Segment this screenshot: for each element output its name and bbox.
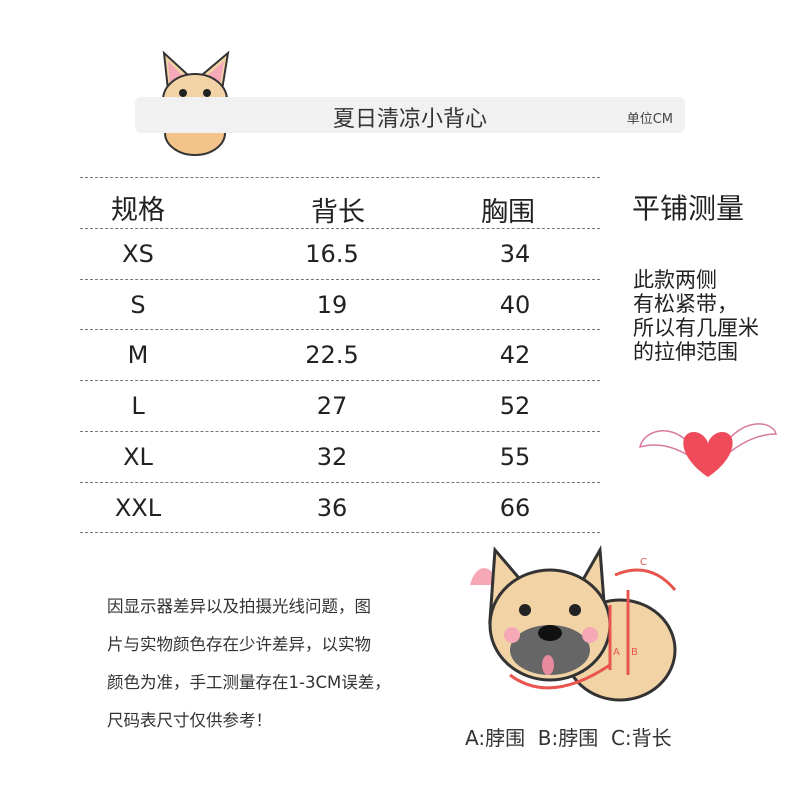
- size-cell: XXL: [114, 493, 162, 522]
- back-length-cell: 19: [316, 290, 348, 319]
- divider: [80, 380, 600, 382]
- disclaimer: 因显示器差异以及拍摄光线问题，图 片与实物颜色存在少许差异，以实物 颜色为准，手…: [107, 588, 437, 740]
- size-cell: XS: [122, 240, 154, 268]
- size-cell: XL: [123, 442, 153, 471]
- disclaimer-line: 片与实物颜色存在少许差异，以实物: [107, 635, 371, 654]
- chest-cell: 34: [499, 240, 531, 268]
- chest-cell: 66: [499, 493, 531, 522]
- note-line: 所以有几厘米: [633, 316, 759, 340]
- disclaimer-line: 颜色为准，手工测量存在1-3CM误差，: [107, 673, 391, 692]
- chest-cell: 55: [499, 442, 531, 471]
- column-header: 胸围: [481, 197, 535, 228]
- diagram-caption: A:脖围 B:脖围 C:背长: [465, 726, 672, 750]
- back-length-cell: 27: [316, 392, 348, 421]
- measurement-diagram: A B C: [470, 545, 677, 702]
- page-title: 夏日清凉小背心: [332, 107, 487, 132]
- size-cell: S: [130, 290, 146, 319]
- back-length-cell: 16.5: [305, 240, 359, 268]
- note-line: 的拉伸范围: [633, 340, 738, 364]
- divider: [80, 430, 600, 432]
- column-header: 背长: [311, 197, 365, 228]
- back-length-cell: 22.5: [305, 341, 359, 370]
- chest-cell: 40: [499, 290, 531, 319]
- size-cell: M: [127, 341, 149, 370]
- note-line: 此款两侧: [633, 268, 717, 292]
- disclaimer-line: 尺码表尺寸仅供参考！: [107, 711, 272, 730]
- chest-cell: 52: [499, 392, 531, 421]
- elastic-note: 此款两侧 有松紧带， 所以有几厘米 的拉伸范围: [633, 268, 798, 364]
- unit-label: 单位CM: [626, 112, 673, 127]
- divider: [80, 532, 600, 534]
- divider: [80, 278, 600, 280]
- divider: [80, 177, 600, 178]
- winged-heart-icon: [639, 423, 777, 477]
- title-bar: 夏日清凉小背心 单位CM: [135, 97, 685, 133]
- back-length-cell: 36: [316, 493, 348, 522]
- divider: [80, 228, 600, 229]
- label-c: C: [640, 557, 647, 568]
- divider: [80, 481, 600, 483]
- chest-cell: 42: [499, 341, 531, 370]
- divider: [80, 329, 600, 331]
- back-length-cell: 32: [316, 442, 348, 471]
- size-cell: L: [131, 392, 145, 421]
- measure-method: 平铺测量: [632, 192, 745, 225]
- note-line: 有松紧带，: [633, 292, 738, 316]
- label-b: B: [631, 647, 638, 658]
- label-a: A: [613, 647, 620, 658]
- column-header: 规格: [111, 195, 165, 226]
- disclaimer-line: 因显示器差异以及拍摄光线问题，图: [107, 597, 371, 616]
